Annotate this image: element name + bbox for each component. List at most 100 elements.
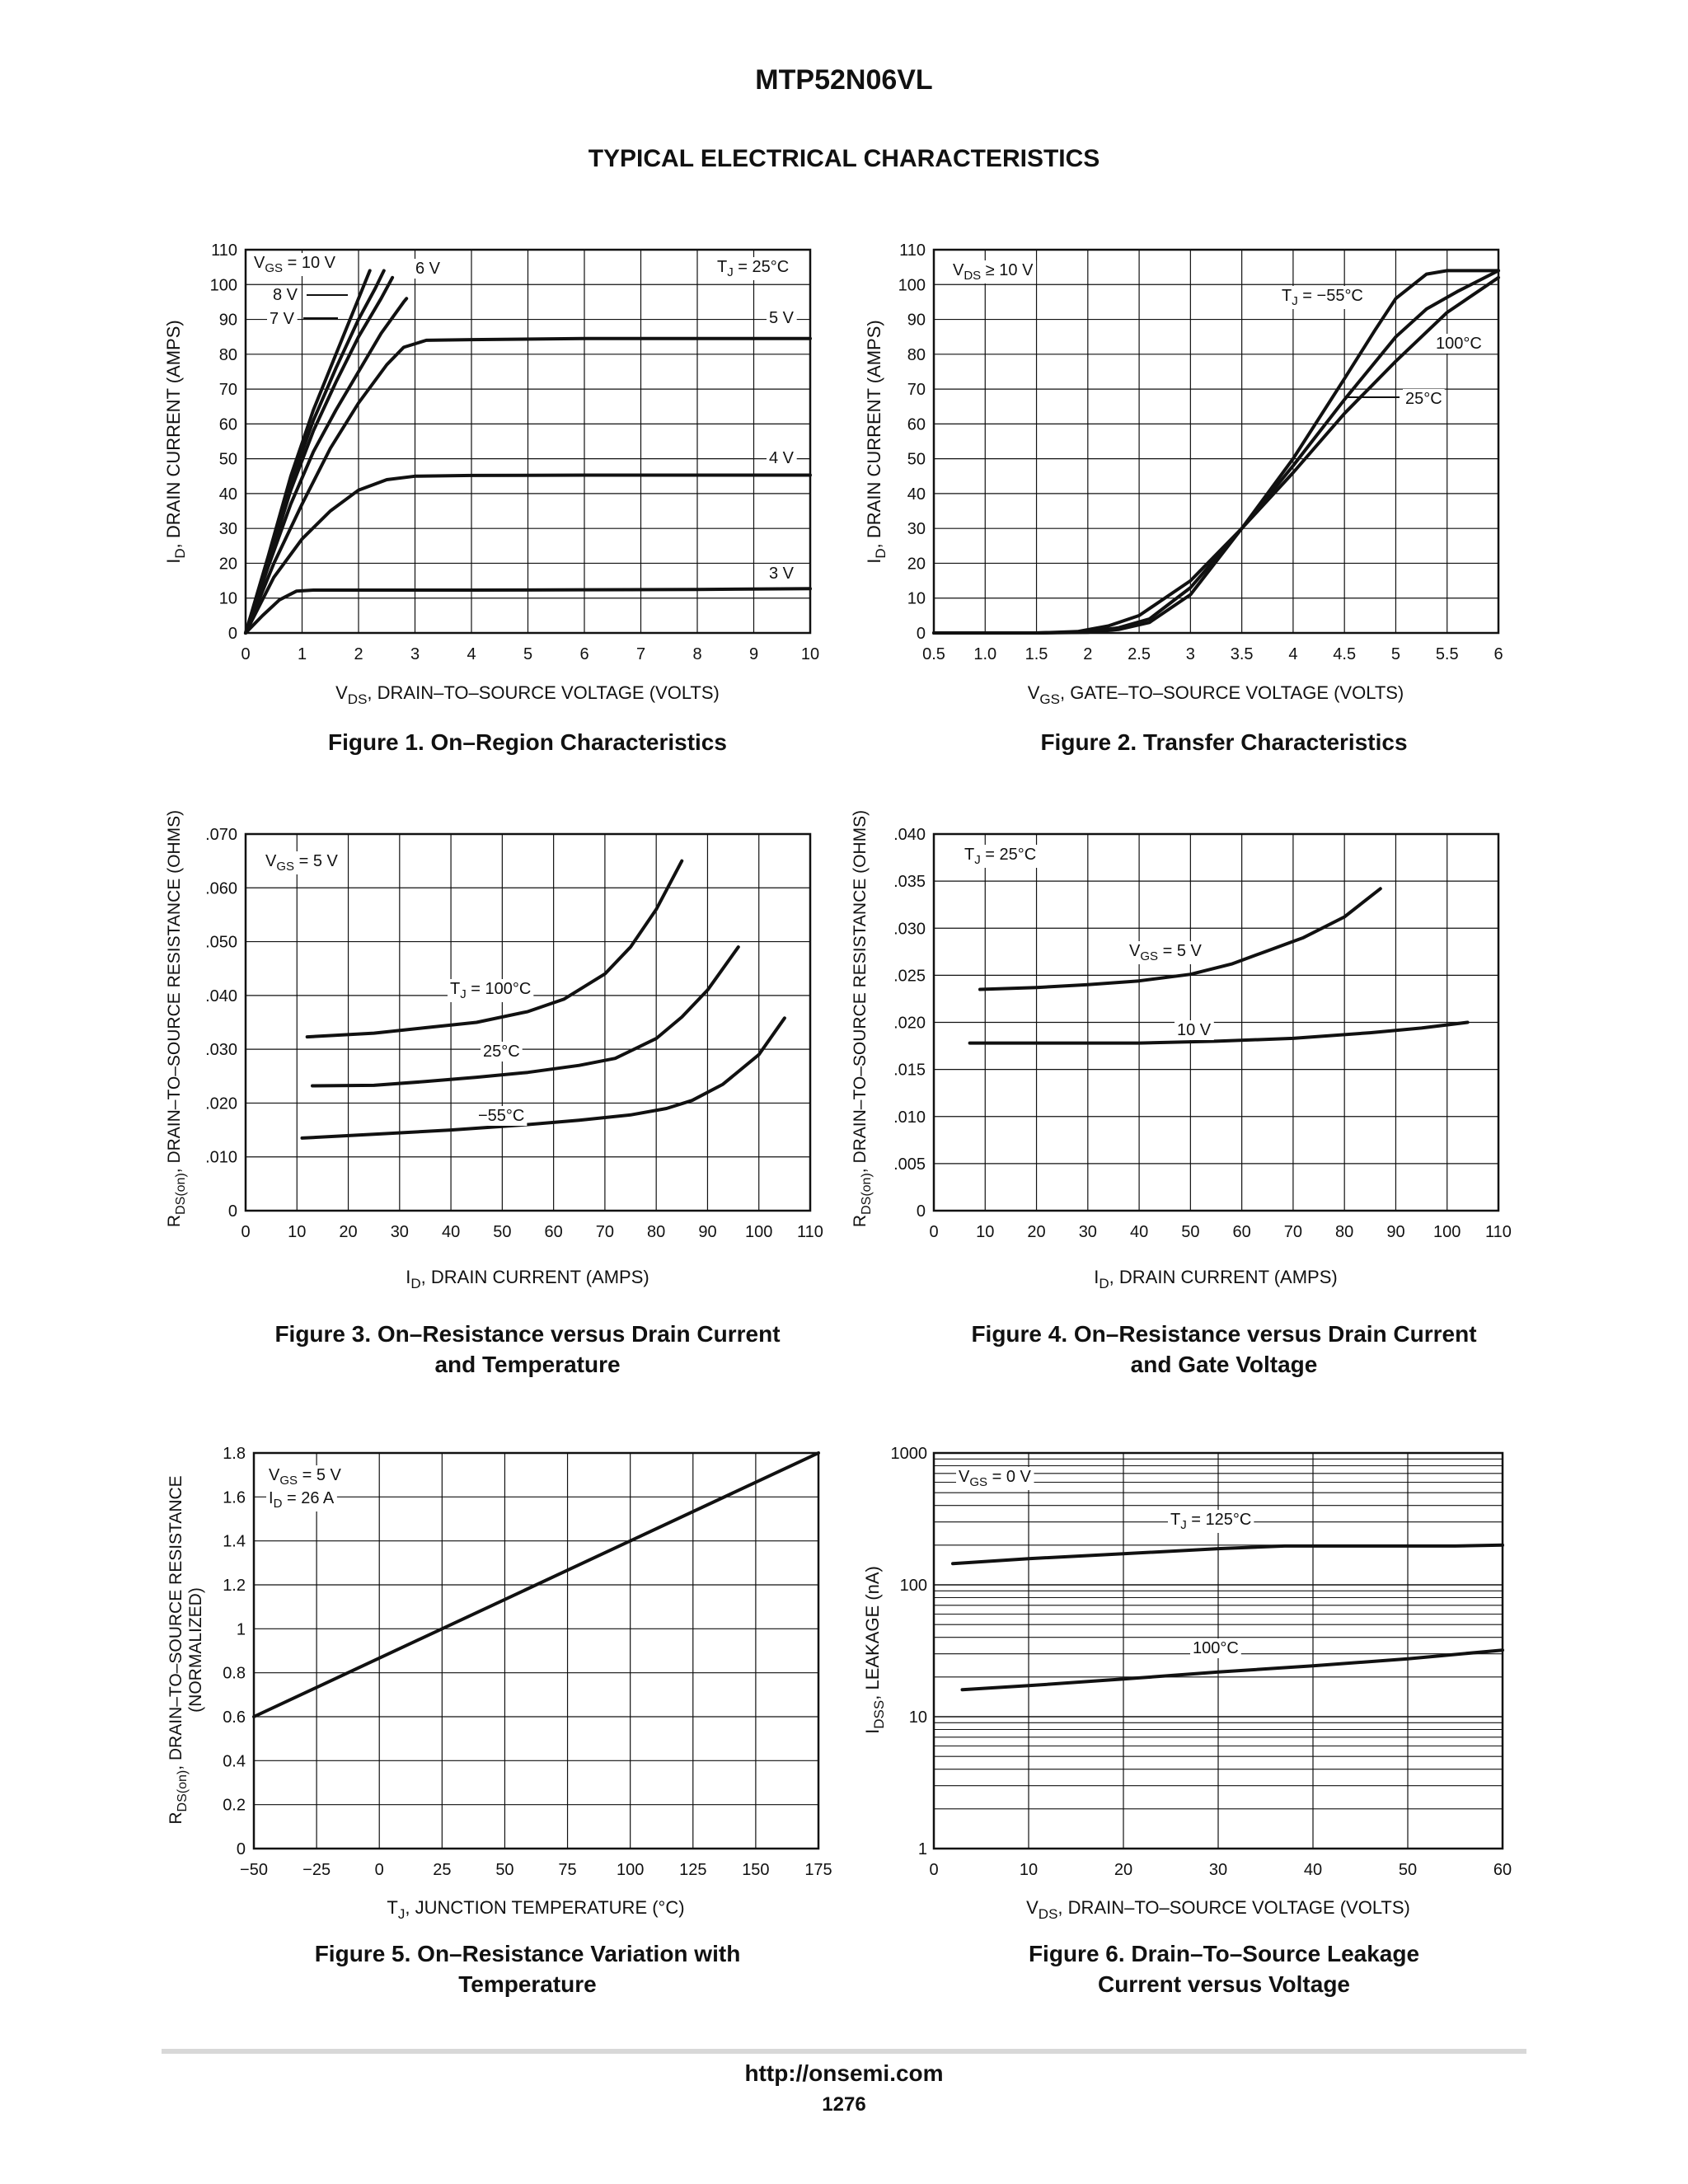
y-tick-label: 30	[219, 520, 237, 538]
label-halo	[1175, 1020, 1214, 1040]
annotation-4v: 4 V	[769, 449, 795, 467]
series-line	[244, 587, 812, 635]
label-halo	[263, 851, 341, 874]
y-tick-label: .040	[205, 987, 237, 1005]
label-halo	[413, 259, 443, 279]
x-tick-label: 70	[596, 1223, 614, 1241]
y-tick-label: .040	[893, 826, 926, 844]
y-tick-label: .005	[893, 1155, 926, 1174]
label-halo	[476, 1106, 528, 1126]
figure-1-caption: Figure 1. On–Region Characteristics	[157, 727, 898, 757]
label-halo	[1190, 1638, 1241, 1658]
y-axis-label: ID, DRAIN CURRENT (AMPS)	[163, 320, 188, 563]
x-tick-label: 110	[1485, 1223, 1512, 1241]
x-tick-label: 0	[929, 1861, 938, 1879]
chart-transfer: 0.5 1.0 1.5 2 2.5 3 3.5 4 4.5 5 5.5 601020304050607…	[864, 241, 1503, 707]
plot-frame	[932, 832, 1500, 1212]
y-tick-label: 20	[219, 555, 237, 573]
x-tick-label: 1.5	[1025, 645, 1048, 663]
caption-line-1: Figure 5. On–Resistance Variation with	[314, 1941, 741, 1966]
label-halo	[767, 564, 797, 583]
x-axis-label: VDS, DRAIN–TO–SOURCE VOLTAGE (VOLTS)	[1026, 1897, 1410, 1922]
series-group	[951, 1543, 1504, 1692]
y-tick-label: .010	[893, 1108, 926, 1127]
x-tick-label: 100	[617, 1861, 644, 1879]
y-tick-label: .070	[205, 826, 237, 844]
plot-frame	[244, 832, 812, 1212]
x-axis-label: ID, DRAIN CURRENT (AMPS)	[406, 1267, 649, 1291]
x-tick-label: 90	[698, 1223, 716, 1241]
x-tick-label: 50	[495, 1861, 513, 1879]
caption-line-1: Figure 3. On–Resistance versus Drain Cur…	[274, 1321, 781, 1347]
figure-6-caption: Figure 6. Drain–To–Source Leakage Current…	[853, 1938, 1595, 1999]
part-number: MTP52N06VL	[755, 64, 933, 96]
x-tick-label: 125	[679, 1861, 706, 1879]
y-tick-label: 50	[907, 451, 926, 469]
y-tick-label: 1	[237, 1620, 246, 1638]
plot-frame	[932, 248, 1500, 635]
label-halo	[715, 257, 792, 280]
footer-url[interactable]: http://onsemi.com	[744, 2060, 944, 2086]
y-tick-label: .010	[205, 1149, 237, 1167]
x-tick-label: 2.5	[1128, 645, 1151, 663]
y-tick-label: 100	[898, 276, 926, 294]
x-tick-label: 70	[1284, 1223, 1302, 1241]
x-axis-label: VGS, GATE–TO–SOURCE VOLTAGE (VOLTS)	[1028, 682, 1404, 707]
y-tick-label: 1.6	[223, 1488, 246, 1507]
y-tick-label: 80	[219, 346, 237, 364]
series-line	[305, 859, 684, 1039]
x-tick-label: 3	[410, 645, 420, 663]
y-tick-label: 110	[211, 241, 237, 260]
x-tick-label: −50	[240, 1861, 268, 1879]
x-tick-label: 50	[1181, 1223, 1199, 1241]
x-tick-label: 1	[298, 645, 307, 663]
series-line	[932, 269, 1500, 635]
caption-line-1: Figure 6. Drain–To–Source Leakage	[1028, 1941, 1420, 1966]
x-tick-label: 20	[1027, 1223, 1045, 1241]
x-tick-label: 10	[801, 645, 819, 663]
y-tick-label: 50	[219, 451, 237, 469]
y-tick-label: 30	[907, 520, 926, 538]
y-tick-label: .050	[205, 934, 237, 952]
x-tick-label: 40	[1304, 1861, 1322, 1879]
x-tick-label: 4	[1288, 645, 1297, 663]
series-line	[244, 297, 409, 635]
x-tick-label: 60	[545, 1223, 563, 1241]
ticks: 0.5 1.0 1.5 2 2.5 3 3.5 4 4.5 5 5.5 601020304050607…	[898, 241, 1503, 663]
grid	[245, 833, 811, 1212]
label-halo	[950, 260, 1037, 284]
x-tick-label: 150	[742, 1861, 769, 1879]
chart-rds-vs-temp: −50 −25 0 25 50 75 100 125 150 175 0 0.2 0.4 0.6 0.8 1 1…	[166, 1445, 832, 1922]
annotation-tj-minus55: TJ = −55°C	[1282, 287, 1363, 308]
x-tick-label: 10	[288, 1223, 306, 1241]
x-tick-label: 8	[692, 645, 701, 663]
y-axis-label-2: (NORMALIZED)	[186, 1587, 205, 1713]
series-group	[968, 887, 1470, 1045]
y-tick-label: 70	[219, 381, 237, 399]
y-tick-label: 0	[228, 625, 237, 643]
label-halo	[1168, 1510, 1254, 1533]
annotation-8v: 8 V	[273, 286, 298, 304]
label-halo	[767, 308, 797, 328]
x-tick-label: 5	[1391, 645, 1400, 663]
x-tick-label: 0	[929, 1223, 938, 1241]
caption-line-2: Temperature	[458, 1971, 597, 1997]
chart-rds-vs-id-temp: 0 10 20 30 40 50 60 70 80 90 100 110 0 .010 .020 .030 .0…	[165, 810, 823, 1291]
labels-group: VDS ≥ 10 V TJ = −55°C 100°C 25°C VGS, GA…	[864, 260, 1484, 707]
y-axis-label: IDSS, LEAKAGE (nA)	[862, 1566, 887, 1734]
y-tick-label: .030	[205, 1041, 237, 1059]
series-line	[960, 1648, 1504, 1692]
y-tick-label: 1.4	[223, 1533, 246, 1551]
annotation-25c: 25°C	[1405, 390, 1442, 408]
plot-frame	[244, 248, 812, 635]
label-halo	[448, 979, 534, 1002]
annotation-minus55c: −55°C	[478, 1107, 524, 1125]
series-line	[978, 887, 1382, 991]
annotation-5v: 5 V	[769, 309, 795, 327]
annotation-7v: 7 V	[270, 310, 295, 328]
label-halo	[956, 1467, 1034, 1490]
x-tick-label: 1.0	[973, 645, 996, 663]
chart-rds-vs-id-vgs: 0 10 20 30 40 50 60 70 80 90 100 110 0 .005 .010 .015 .0…	[851, 810, 1512, 1291]
